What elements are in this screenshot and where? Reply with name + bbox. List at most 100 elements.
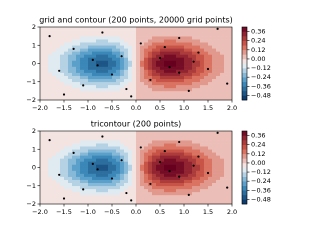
contour-band	[64, 143, 69, 147]
contour-band	[156, 96, 161, 101]
contour-band	[84, 188, 89, 193]
contour-band	[64, 36, 69, 40]
contour-band	[72, 87, 77, 92]
contour-band	[212, 66, 217, 70]
contour-band	[124, 42, 129, 46]
contour-band	[40, 27, 45, 31]
contour-band	[80, 36, 85, 40]
contour-band	[224, 66, 229, 70]
contour-band	[72, 90, 77, 95]
contour-band	[184, 158, 189, 162]
contour-band	[96, 45, 101, 49]
point	[130, 95, 133, 98]
contour-band	[180, 93, 185, 98]
contour-band	[188, 78, 193, 83]
contour-band	[76, 30, 81, 34]
contour-band	[180, 155, 185, 159]
contour-band	[228, 66, 233, 70]
contour-band	[196, 78, 201, 83]
contour-band	[180, 39, 185, 43]
contour-band	[136, 164, 141, 168]
contour-band	[168, 158, 173, 162]
contour-band	[172, 164, 177, 168]
contour-band	[204, 81, 209, 86]
contour-band	[212, 176, 217, 180]
contour-band	[84, 54, 89, 58]
contour-band	[196, 48, 201, 52]
contour-band	[124, 182, 129, 187]
contour-band	[104, 131, 109, 135]
point	[226, 186, 229, 189]
contour-band	[168, 33, 173, 37]
contour-band	[80, 131, 85, 135]
contour-band	[168, 45, 173, 49]
contour-band	[64, 173, 69, 177]
contour-band	[140, 131, 145, 135]
contour-band	[92, 134, 97, 138]
contour-band	[192, 78, 197, 83]
contour-band	[164, 57, 169, 61]
contour-band	[68, 96, 73, 101]
contour-band	[104, 155, 109, 159]
contour-band	[152, 182, 157, 187]
contour-band	[128, 39, 133, 43]
contour-band	[144, 63, 149, 67]
contour-band	[216, 176, 221, 180]
contour-band	[128, 191, 133, 196]
contour-band	[196, 194, 201, 199]
contour-band	[168, 87, 173, 92]
colorbar-tick-label: −0.12	[251, 64, 271, 72]
contour-band	[92, 170, 97, 174]
contour-band	[200, 96, 205, 101]
contour-band	[124, 45, 129, 49]
contour-band	[160, 81, 165, 86]
contour-band	[164, 30, 169, 34]
contour-band	[136, 36, 141, 40]
contour-band	[120, 36, 125, 40]
contour-band	[48, 167, 53, 171]
contour-band	[188, 164, 193, 168]
contour-band	[164, 137, 169, 141]
contour-band	[76, 197, 81, 202]
contour-band	[116, 51, 121, 55]
contour-band	[100, 48, 105, 52]
contour-band	[168, 176, 173, 180]
contour-band	[152, 69, 157, 73]
contour-band	[60, 36, 65, 40]
contour-band	[100, 158, 105, 162]
contour-band	[188, 45, 193, 49]
contour-band	[60, 87, 65, 92]
contour-band	[108, 146, 113, 150]
contour-band	[184, 72, 189, 76]
contour-band	[48, 173, 53, 177]
contour-band	[196, 158, 201, 162]
contour-band	[212, 167, 217, 171]
contour-band	[144, 57, 149, 61]
x-tick-label: −1.5	[56, 104, 72, 112]
contour-band	[136, 48, 141, 52]
contour-band	[228, 90, 233, 95]
contour-band	[88, 45, 93, 49]
contour-band	[228, 27, 233, 31]
contour-band	[208, 72, 213, 76]
contour-band	[116, 155, 121, 159]
contour-band	[96, 72, 101, 76]
y-tick-label: −2	[26, 96, 36, 104]
contour-band	[40, 173, 45, 177]
contour-band	[168, 200, 173, 205]
contour-band	[204, 60, 209, 64]
contour-band	[200, 60, 205, 64]
contour-band	[180, 185, 185, 190]
contour-band	[164, 164, 169, 168]
contour-band	[52, 54, 57, 58]
contour-band	[216, 164, 221, 168]
contour-band	[204, 57, 209, 61]
contour-band	[204, 48, 209, 52]
contour-band	[80, 72, 85, 76]
contour-band	[48, 60, 53, 64]
contour-band	[48, 188, 53, 193]
contour-band	[220, 30, 225, 34]
contour-band	[72, 182, 77, 187]
contour-band	[108, 197, 113, 202]
contour-band	[180, 149, 185, 153]
